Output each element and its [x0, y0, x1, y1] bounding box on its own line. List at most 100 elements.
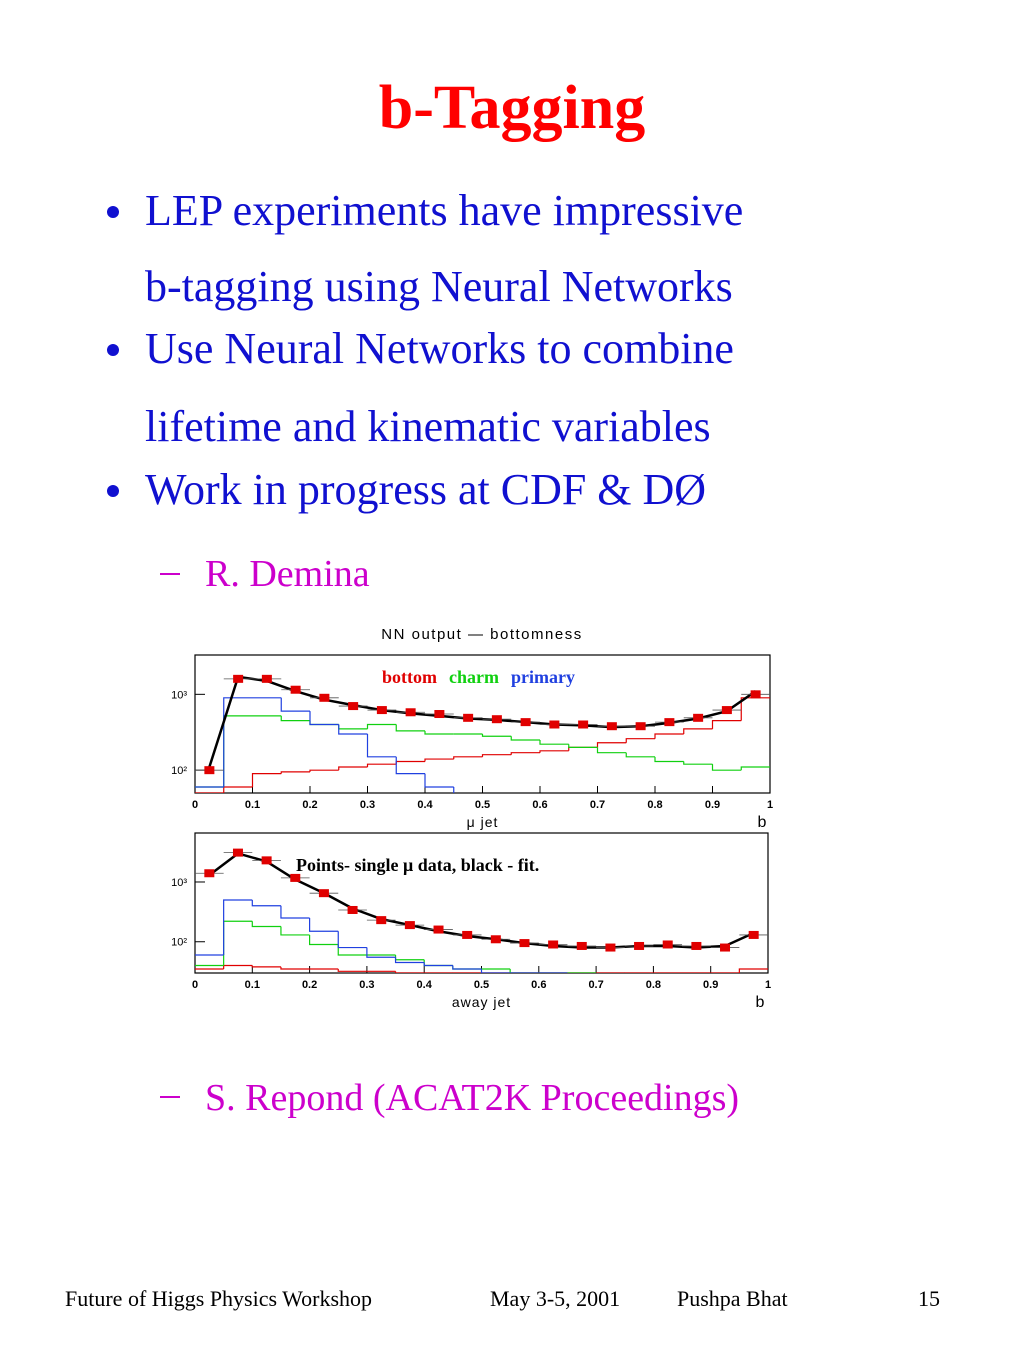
x-tick-label: 0.7: [590, 799, 605, 811]
data-point: [261, 674, 272, 683]
histogram-bin: [338, 766, 368, 771]
histogram-bin: [452, 965, 482, 970]
data-point: [405, 708, 416, 717]
slide-title: b-Tagging: [379, 74, 646, 142]
figure-title: NN output — bottomness: [381, 626, 582, 643]
histogram-bin: [481, 733, 512, 737]
histogram-bin: [223, 920, 253, 966]
data-point: [434, 710, 445, 719]
histogram-bin: [395, 760, 425, 765]
footer-text: 15: [918, 1286, 940, 1311]
histogram-panel: 0 0.1 0.2 0.3 0.4 0.5 0.6 0.7 0.8 0.9 1 10² 10³ μ jet…: [171, 654, 773, 831]
histogram-bin: [740, 697, 770, 721]
data-point: [290, 873, 301, 882]
data-point: [319, 693, 330, 702]
histogram-bin: [596, 742, 627, 748]
data-point: [635, 722, 646, 731]
histogram-bin: [251, 965, 281, 968]
histogram-bin: [654, 733, 684, 739]
data-point: [748, 930, 759, 939]
histogram-bin: [223, 697, 253, 787]
histogram-panel: 0 0.1 0.2 0.3 0.4 0.5 0.6 0.7 0.8 0.9 1 10² 10³ away …: [171, 832, 771, 1011]
histogram-bin: [424, 730, 454, 735]
histogram-bin: [711, 720, 742, 729]
plot-area: [195, 674, 770, 823]
bullet-dot: [107, 206, 119, 218]
histogram-bin: [423, 962, 453, 967]
x-tick-label: 0: [192, 799, 198, 811]
histogram-bin: [509, 968, 539, 973]
histogram-bin: [251, 899, 281, 907]
histogram-bin: [596, 973, 625, 978]
x-tick-label: 0.1: [245, 799, 260, 811]
histogram-bin: [567, 973, 596, 978]
histogram-bin: [394, 971, 425, 973]
data-point: [463, 713, 474, 722]
histogram-bin: [424, 758, 454, 762]
plot-area: [195, 848, 768, 978]
x-tick-label: 0.5: [475, 799, 490, 811]
data-point: [520, 718, 531, 727]
histogram-bin: [539, 739, 569, 745]
histogram-bin: [309, 917, 339, 932]
data-point: [519, 939, 530, 948]
histogram-bin: [510, 752, 540, 755]
data-point: [462, 930, 473, 939]
histogram-bin: [366, 723, 397, 729]
histogram-bin: [251, 921, 281, 928]
histogram-bin: [424, 773, 454, 788]
histogram-bin: [423, 959, 453, 967]
histogram-bin: [223, 715, 253, 787]
data-point: [548, 940, 559, 949]
data-point: [578, 720, 589, 729]
histogram-bin: [223, 964, 253, 969]
histogram-bin: [338, 724, 368, 735]
x-tick-label: 0.8: [646, 979, 661, 991]
data-point: [261, 856, 272, 865]
histogram-bin: [366, 763, 397, 768]
x-tick-label: 0.4: [417, 799, 433, 811]
x-tick-label: 0.8: [647, 799, 662, 811]
x-axis-label: away jet: [452, 994, 511, 1010]
histogram-bin: [280, 771, 310, 774]
data-point: [347, 905, 358, 914]
data-point: [348, 702, 359, 711]
data-point: [376, 916, 387, 925]
data-point: [549, 720, 560, 729]
data-point: [576, 941, 587, 950]
bullet-dot: [107, 485, 119, 497]
footer-text: Future of Higgs Physics Workshop: [65, 1286, 372, 1311]
data-point: [664, 718, 675, 727]
histogram-bin: [539, 750, 569, 753]
histogram-bin: [337, 944, 367, 956]
x-tick-label: 0.7: [588, 979, 603, 991]
histogram-bin: [540, 816, 569, 823]
histogram-bin: [251, 773, 282, 787]
x-axis-label: μ jet: [467, 814, 499, 830]
x-tick-label: 0.3: [360, 799, 375, 811]
data-point: [662, 940, 673, 949]
data-point: [318, 889, 329, 898]
data-point: [634, 941, 645, 950]
histogram-bin: [280, 926, 310, 936]
data-point: [232, 848, 243, 857]
data-point: [691, 941, 702, 950]
x-tick-label: 0.5: [474, 979, 489, 991]
data-point: [376, 706, 387, 715]
x-axis-end-label: b: [758, 814, 767, 831]
data-point: [693, 713, 704, 722]
y-tick-label: 10²: [171, 937, 187, 949]
bullet-text: LEP experiments have impressive: [145, 186, 743, 235]
x-tick-label: 0.9: [703, 979, 718, 991]
data-point: [204, 869, 215, 878]
x-tick-label: 1: [767, 799, 773, 811]
y-tick-label: 10²: [171, 765, 187, 777]
histogram-bin: [366, 733, 397, 758]
histogram-bin: [280, 905, 310, 919]
histogram-bin: [337, 931, 367, 949]
x-axis-end-label: b: [756, 994, 765, 1011]
histogram-bin: [309, 934, 339, 946]
legend-entry: charm: [449, 667, 499, 687]
data-point: [490, 935, 501, 944]
